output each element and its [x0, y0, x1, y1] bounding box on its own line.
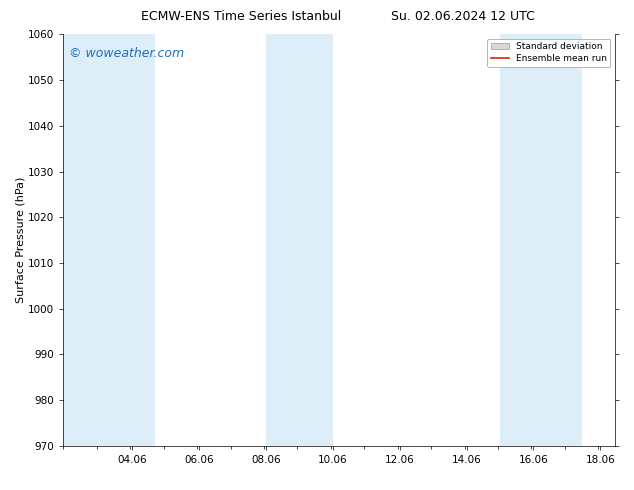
Text: ECMW-ENS Time Series Istanbul: ECMW-ENS Time Series Istanbul — [141, 10, 341, 23]
Bar — [500, 34, 581, 446]
Legend: Standard deviation, Ensemble mean run: Standard deviation, Ensemble mean run — [487, 39, 611, 67]
Bar — [266, 34, 333, 446]
Text: © woweather.com: © woweather.com — [69, 47, 184, 60]
Y-axis label: Surface Pressure (hPa): Surface Pressure (hPa) — [15, 177, 25, 303]
Text: Su. 02.06.2024 12 UTC: Su. 02.06.2024 12 UTC — [391, 10, 534, 23]
Bar — [63, 34, 155, 446]
